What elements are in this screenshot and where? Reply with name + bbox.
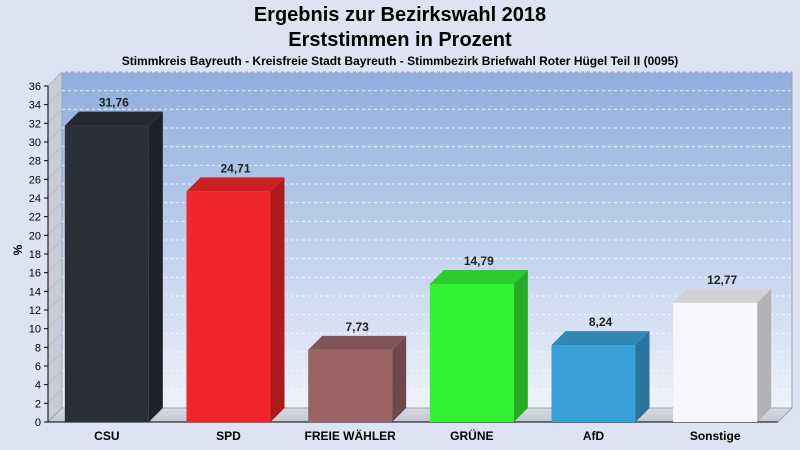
y-tick-label: 20 [29, 230, 41, 242]
y-tick-label: 4 [35, 380, 41, 392]
gridline-side [47, 314, 63, 330]
bar-afd [551, 331, 650, 422]
category-label: Sonstige [690, 429, 741, 443]
bar-side [148, 111, 163, 422]
gridline-side [47, 370, 63, 386]
y-tick-label: 14 [29, 286, 41, 298]
y-tick-label: 30 [29, 137, 41, 149]
gridline-side [47, 276, 63, 292]
bar-sonstige [673, 288, 772, 422]
y-tick-label: 10 [29, 324, 41, 336]
bar-top [186, 177, 285, 192]
y-tick-label: 28 [29, 156, 41, 168]
bar-grüne [429, 269, 528, 422]
y-tick-label: 26 [29, 174, 41, 186]
chart-title: Ergebnis zur Bezirkswahl 2018 [253, 4, 547, 26]
gridline-side [47, 90, 63, 106]
bar-spd [186, 177, 285, 422]
chart-bars [64, 111, 772, 422]
data-label: 8,24 [589, 315, 613, 329]
data-label: 24,71 [220, 161, 250, 175]
bar-front [551, 345, 636, 422]
bar-top [551, 331, 650, 346]
bar-front [64, 125, 149, 422]
category-label: AfD [583, 429, 605, 443]
y-tick-label: 2 [35, 398, 41, 410]
gridline-side [47, 351, 63, 367]
gridline-side [47, 183, 63, 199]
gridline-side [47, 258, 63, 274]
y-tick-label: 16 [29, 268, 41, 280]
bar-side [513, 269, 528, 422]
bar-top [308, 335, 407, 350]
chart-labels: 31,76 CSU 24,71 SPD 7,73 FREIE WÄHLER 14,79 GRÜ… [94, 96, 741, 443]
gridline-side [47, 108, 63, 124]
data-label: 12,77 [707, 273, 737, 287]
y-tick-label: 18 [29, 249, 41, 261]
bar-csu [64, 111, 163, 422]
bar-front [673, 302, 758, 422]
gridline-side [47, 202, 63, 218]
bar-side [757, 288, 772, 422]
y-tick-label: 8 [35, 342, 41, 354]
gridline-side [47, 127, 63, 143]
y-axis-label: % [11, 244, 25, 255]
category-label: CSU [94, 429, 119, 443]
gridline-side [47, 239, 63, 255]
data-label: 14,79 [464, 254, 494, 268]
chart-subtitle: Stimmkreis Bayreuth - Kreisfreie Stadt B… [121, 54, 679, 68]
gridline-side [47, 146, 63, 162]
y-tick-label: 0 [35, 417, 41, 429]
y-tick-label: 24 [29, 193, 41, 205]
bar-front [186, 191, 271, 422]
gridline-side [47, 388, 63, 404]
category-label: FREIE WÄHLER [304, 428, 396, 443]
y-tick-label: 6 [35, 361, 41, 373]
bar-top [64, 111, 163, 126]
gridline-side [47, 332, 63, 348]
gridline-side [47, 295, 63, 311]
category-label: GRÜNE [450, 428, 493, 443]
bar-side [635, 331, 650, 422]
bar-front [308, 349, 393, 422]
gridline-side [47, 71, 63, 87]
data-label: 7,73 [345, 320, 369, 334]
bar-top [429, 269, 528, 284]
bar-side [392, 335, 407, 422]
bar-top [673, 288, 772, 303]
gridline-side [47, 164, 63, 180]
y-tick-label: 32 [29, 118, 41, 130]
gridline-side [47, 220, 63, 236]
y-tick-label: 36 [29, 81, 41, 93]
y-tick-label: 22 [29, 212, 41, 224]
y-tick-label: 12 [29, 305, 41, 317]
bar-side [270, 177, 285, 422]
chart-title-line2: Erststimmen in Prozent [288, 29, 512, 51]
category-label: SPD [216, 429, 241, 443]
bar-front [429, 283, 514, 422]
data-label: 31,76 [99, 96, 129, 110]
y-tick-label: 34 [29, 100, 41, 112]
bar-freie-wähler [308, 335, 407, 422]
